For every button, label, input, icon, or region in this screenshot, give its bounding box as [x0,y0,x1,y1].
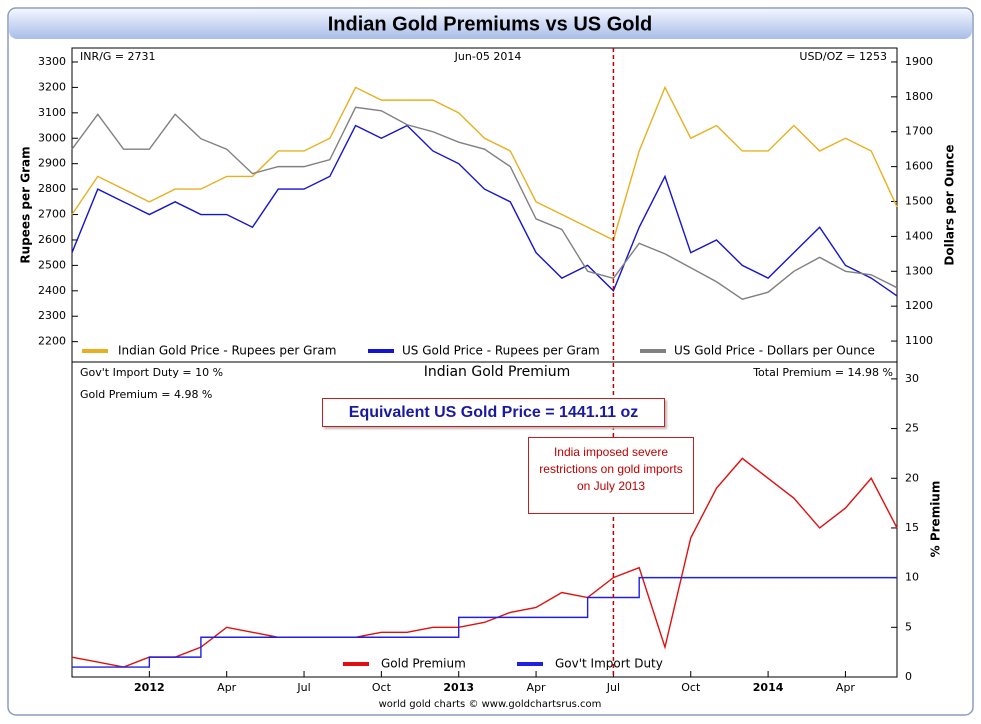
y-tick-label: 3100 [38,106,66,119]
y-tick-label: 2700 [38,208,66,221]
y-tick-label: 1100 [905,334,933,347]
y-axis-label: % Premium [929,481,943,558]
panel-title: Indian Gold Premium [424,364,571,380]
x-tick-label: 2013 [443,681,474,694]
x-tick-label: Oct [372,681,392,694]
x-tick-label: Apr [836,681,856,694]
y-tick-label: 30 [905,372,919,385]
note: Total Premium = 14.98 % [752,366,893,379]
title-bar [9,9,972,39]
y-tick-label: 3300 [38,55,66,68]
x-tick-label: Apr [217,681,237,694]
note: Gov't Import Duty = 10 % [80,366,223,379]
y-tick-label: 1500 [905,195,933,208]
y-tick-label: 1700 [905,125,933,138]
x-tick-label: Apr [527,681,547,694]
series-line [71,85,898,241]
note: USD/OZ = 1253 [799,50,887,63]
y-tick-label: 20 [905,471,919,484]
note: Gold Premium = 4.98 % [80,388,212,401]
y-tick-label: 1400 [905,229,933,242]
y-tick-label: 25 [905,422,919,435]
legend-label: US Gold Price - Rupees per Gram [402,344,600,358]
y-tick-label: 3000 [38,131,66,144]
y-tick-label: 2600 [38,233,66,246]
y-tick-label: 15 [905,521,919,534]
y-tick-label: 2200 [38,335,66,348]
y-tick-label: 2500 [38,258,66,271]
price-box: Equivalent US Gold Price = 1441.11 oz [322,398,665,427]
y-axis-label: Rupees per Gram [19,146,33,263]
x-tick-label: Jul [606,681,620,694]
legend-label: Gov't Import Duty [555,657,663,671]
y-tick-label: 10 [905,571,919,584]
x-tick-label: 2012 [134,681,165,694]
y-tick-label: 2400 [38,284,66,297]
footer: world gold charts © www.goldchartsrus.co… [379,699,602,710]
y-tick-label: 1800 [905,90,933,103]
y-tick-label: 1200 [905,299,933,312]
note: Jun-05 2014 [454,50,522,63]
y-tick-label: 2800 [38,182,66,195]
y-tick-label: 5 [905,620,912,633]
series-line [71,124,898,297]
annotation: India imposed severe restrictions on gol… [528,437,694,514]
x-tick-label: 2014 [753,681,784,694]
y-tick-label: 0 [905,670,912,683]
x-tick-label: Oct [681,681,701,694]
chart-title: Indian Gold Premiums vs US Gold [328,13,653,35]
note: INR/G = 2731 [80,50,156,63]
y-tick-label: 3200 [38,80,66,93]
series-line [72,576,897,668]
y-tick-label: 1900 [905,55,933,68]
y-tick-label: 2300 [38,309,66,322]
legend-label: Indian Gold Price - Rupees per Gram [118,344,336,358]
y-tick-label: 2900 [38,157,66,170]
series-line [71,106,898,300]
y2-axis-label: Dollars per Ounce [943,144,957,265]
y-tick-label: 1300 [905,264,933,277]
x-tick-label: Jul [296,681,310,694]
legend-label: Gold Premium [381,657,466,671]
series-line [71,457,898,668]
y-tick-label: 1600 [905,160,933,173]
legend-label: US Gold Price - Dollars per Ounce [674,344,875,358]
